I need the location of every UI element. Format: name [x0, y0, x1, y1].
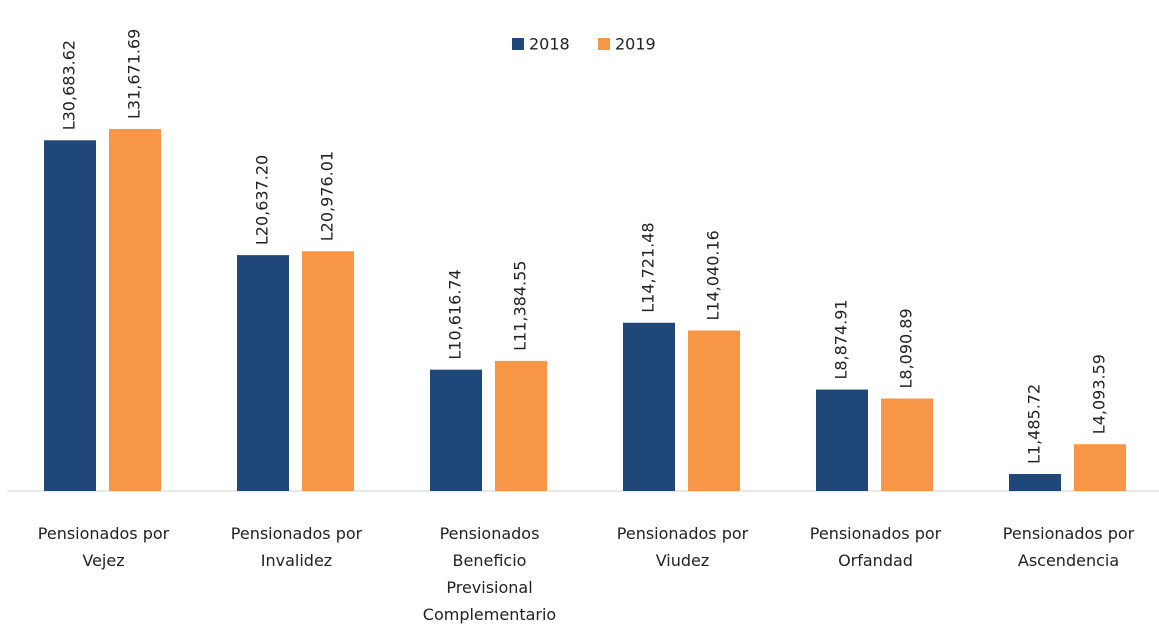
bar	[44, 140, 96, 492]
data-label: L20,976.01	[318, 151, 337, 241]
bar	[623, 322, 675, 491]
data-label: L4,093.59	[1090, 354, 1109, 434]
data-label: L14,040.16	[704, 230, 723, 320]
bar	[495, 360, 547, 491]
data-label: L30,683.62	[60, 40, 79, 130]
x-tick-label: Pensionados por Ascendencia	[1002, 524, 1135, 570]
x-tick-label: Pensionados Beneficio Previsional Comple…	[422, 524, 557, 624]
x-tick-label: Pensionados por Orfandad	[809, 524, 942, 570]
data-label: L11,384.55	[511, 261, 530, 351]
bar	[1074, 444, 1126, 491]
data-label: L31,671.69	[125, 29, 144, 119]
data-label: L8,090.89	[897, 308, 916, 388]
bar	[688, 330, 740, 491]
bar	[302, 251, 354, 491]
data-label: L8,874.91	[832, 299, 851, 379]
bar	[1009, 474, 1061, 491]
data-label: L20,637.20	[253, 155, 272, 245]
data-label: L14,721.48	[639, 222, 658, 312]
legend-swatch	[598, 38, 610, 50]
x-tick-label: Pensionados por Viudez	[616, 524, 749, 570]
data-label: L1,485.72	[1025, 384, 1044, 464]
bar	[430, 369, 482, 491]
legend-label: 2018	[529, 35, 570, 54]
bar	[109, 129, 161, 491]
x-tick-label: Pensionados por Vejez	[37, 524, 170, 570]
x-tick-label: Pensionados por Invalidez	[230, 524, 363, 570]
bar	[237, 255, 289, 491]
legend-swatch	[512, 38, 524, 50]
bar	[816, 389, 868, 491]
legend-label: 2019	[615, 35, 656, 54]
data-label: L10,616.74	[446, 269, 465, 359]
bar	[881, 398, 933, 491]
